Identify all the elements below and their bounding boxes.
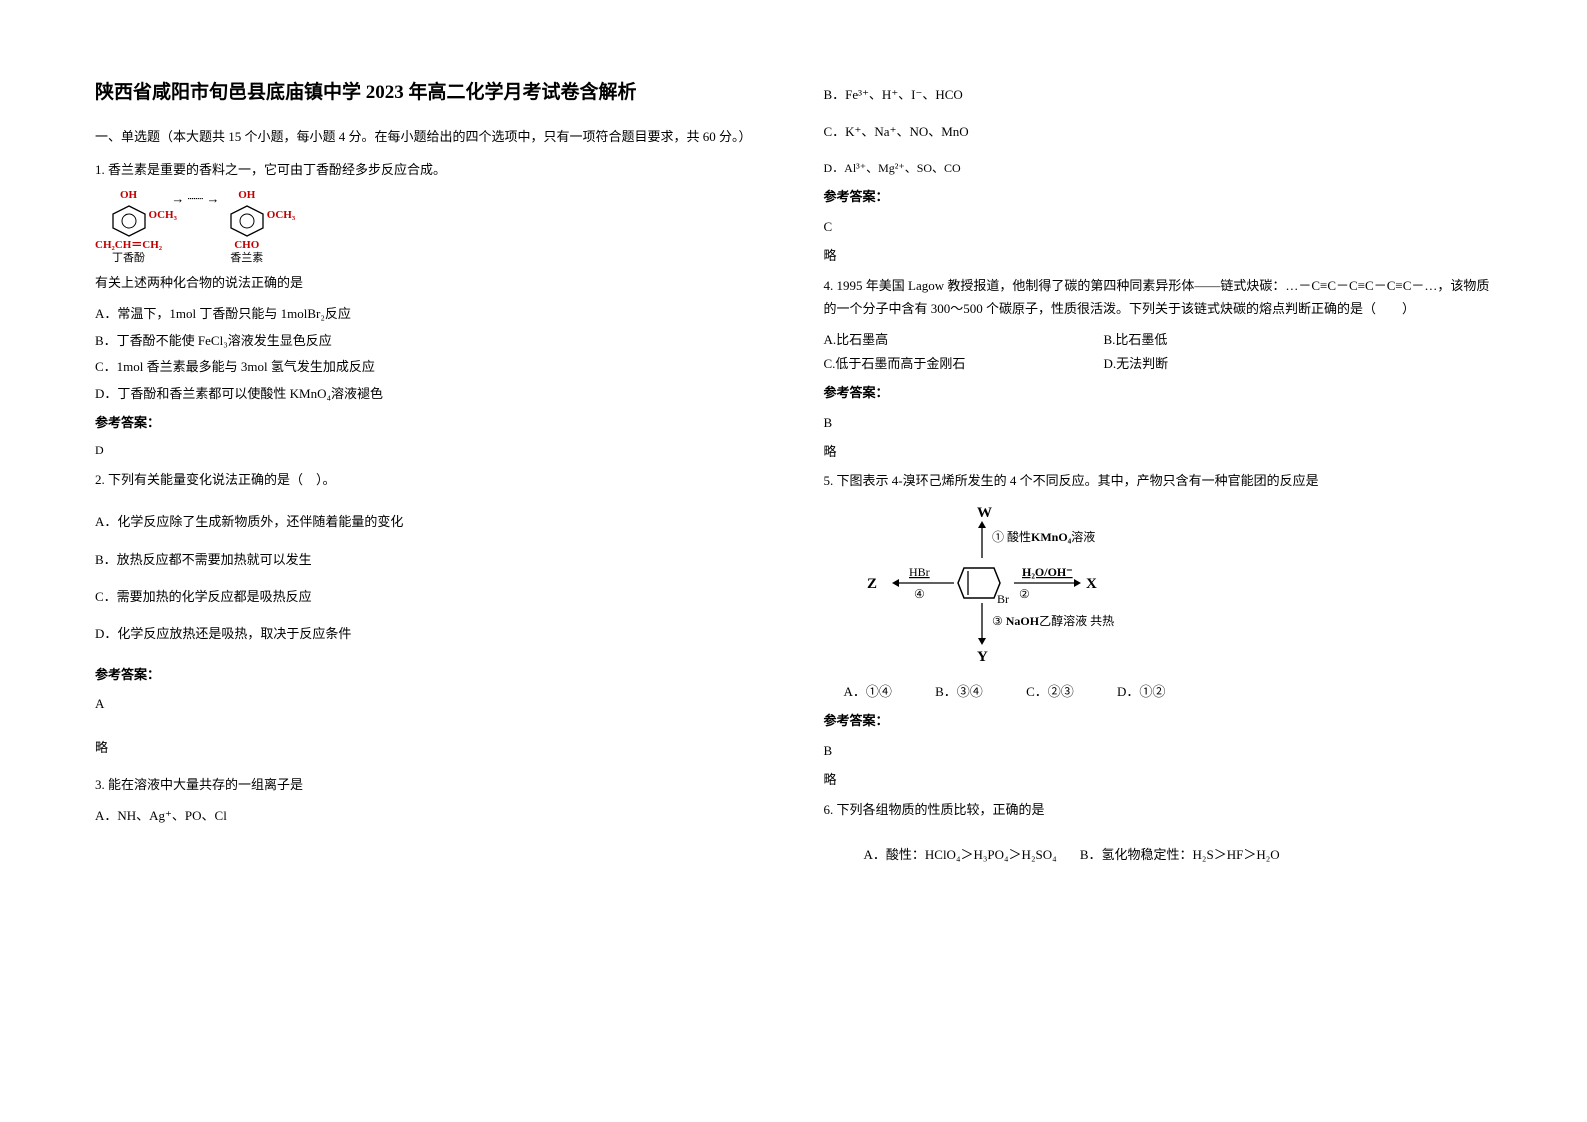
q1-diagram: OH OCH₃ CH₂CH＝CH₂ 丁香酚 → ┈┈ → OH OCH₃ C (95, 189, 764, 265)
page-title: 陕西省咸阳市旬邑县底庙镇中学 2023 年高二化学月考试卷含解析 (95, 80, 764, 107)
q1-post: 有关上述两种化合物的说法正确的是 (95, 271, 764, 294)
q5-chart: W ① 酸性KMnO₄溶液 Br Z HBr ④ X H₂O/OH⁻ ② Y ③… (864, 503, 1493, 670)
q1-left-bottom: CH₂CH＝CH₂ (95, 239, 162, 252)
q1-right-ring: OCH₃ (229, 205, 265, 237)
q5-top-label: ① 酸性KMnO₄溶液 (992, 529, 1095, 544)
q2-opt-a: A．化学反应除了生成新物质外，还伴随着能量的变化 (95, 510, 764, 533)
q1-ans-label: 参考答案： (95, 411, 764, 434)
q5-x: X (1086, 576, 1097, 592)
q1-opt-d: D．丁香酚和香兰素都可以使酸性 KMnO₄溶液褪色 (95, 382, 764, 405)
q1-opt-c: C．1mol 香兰素最多能与 3mol 氢气发生加成反应 (95, 355, 764, 378)
q2-opt-b: B．放热反应都不需要加热就可以发生 (95, 548, 764, 571)
q1-ans: D (95, 440, 764, 462)
section-text: 一、单选题（本大题共 15 个小题，每小题 4 分。在每小题给出的四个选项中，只… (95, 129, 752, 144)
q4-opt-a: A.比石墨高 (824, 328, 1104, 351)
q3-ans-label: 参考答案： (824, 185, 1493, 208)
q1-left-oh: OH (95, 189, 162, 202)
q5-z: Z (867, 576, 877, 592)
q5-opt-c: C．②③ (1026, 680, 1074, 703)
section-header: 一、单选题（本大题共 15 个小题，每小题 4 分。在每小题给出的四个选项中，只… (95, 125, 764, 148)
q4-opt-c: C.低于石墨而高于金刚石 (824, 352, 1104, 375)
q3-omit: 略 (824, 244, 1493, 267)
q2-opt-c: C．需要加热的化学反应都是吸热反应 (95, 585, 764, 608)
q5-omit: 略 (824, 768, 1493, 791)
q2-opt-d: D．化学反应放热还是吸热，取决于反应条件 (95, 622, 764, 645)
q6-opt-b: B．氢化物稳定性：H₂S＞HF＞H₂O (1080, 843, 1280, 866)
q2-ans-label: 参考答案： (95, 663, 764, 686)
q5-ans-label: 参考答案： (824, 709, 1493, 732)
q4-row2: C.低于石墨而高于金刚石 D.无法判断 (824, 352, 1493, 375)
q5-opt-d: D．①② (1117, 680, 1165, 703)
q1-mol-left: OH OCH₃ CH₂CH＝CH₂ 丁香酚 (95, 189, 162, 265)
q6-opts: A．酸性：HClO₄＞H₃PO₄＞H₂SO₄ B．氢化物稳定性：H₂S＞HF＞H… (824, 843, 1493, 866)
q1-right-och3: OCH₃ (267, 209, 295, 222)
q1-opt-a: A．常温下，1mol 丁香酚只能与 1molBr₂反应 (95, 302, 764, 325)
q4-opt-b: B.比石墨低 (1104, 328, 1168, 351)
q1-right-name: 香兰素 (229, 252, 265, 265)
q2-omit: 略 (95, 736, 764, 759)
q5-left-num: ④ (914, 587, 925, 601)
q5-left-label: HBr (909, 565, 930, 579)
q2-stem: 2. 下列有关能量变化说法正确的是（ ）。 (95, 468, 764, 491)
q5-ans: B (824, 739, 1493, 762)
q6-stem: 6. 下列各组物质的性质比较，正确的是 (824, 798, 1493, 821)
q3-opt-d: D．Al³⁺、Mg²⁺、SO、CO (824, 158, 1493, 180)
q1-left-name: 丁香酚 (95, 252, 162, 265)
q3-opt-c: C．K⁺、Na⁺、NO、MnO (824, 120, 1493, 143)
q5-br: Br (997, 592, 1009, 606)
q5-y: Y (977, 649, 988, 663)
q3-stem: 3. 能在溶液中大量共存的一组离子是 (95, 773, 764, 796)
q5-bottom-label: ③ NaOH乙醇溶液 共热 (992, 613, 1114, 628)
q5-w: W (977, 505, 992, 521)
q1-mol-right: OH OCH₃ CHO 香兰素 (229, 189, 265, 265)
q1-stem: 1. 香兰素是重要的香料之一，它可由丁香酚经多步反应合成。 (95, 158, 764, 181)
q1-right-bottom: CHO (229, 239, 265, 252)
q1-left-ring: OCH₃ (111, 205, 147, 237)
q4-stem: 4. 1995 年美国 Lagow 教授报道，他制得了碳的第四种同素异形体——链… (824, 274, 1493, 321)
q1-opt-b: B．丁香酚不能使 FeCl₃溶液发生显色反应 (95, 329, 764, 352)
q1-left-och3: OCH₃ (149, 209, 177, 222)
q3-opt-a: A．NH、Ag⁺、PO、Cl (95, 804, 764, 827)
q5-opt-b: B．③④ (935, 680, 983, 703)
q1-right-oh: OH (229, 189, 265, 202)
q6-opt-a: A．酸性：HClO₄＞H₃PO₄＞H₂SO₄ (864, 843, 1057, 866)
q5-right-num: ② (1019, 587, 1030, 601)
q5-right-label: H₂O/OH⁻ (1022, 565, 1073, 579)
q2-ans: A (95, 692, 764, 715)
q3-ans: C (824, 215, 1493, 238)
q4-opt-d: D.无法判断 (1104, 352, 1169, 375)
arrow-icon: → ┈┈ → (165, 191, 225, 207)
q4-ans-label: 参考答案： (824, 381, 1493, 404)
q5-opts: A．①④ B．③④ C．②③ D．①② (824, 680, 1493, 703)
q5-stem: 5. 下图表示 4-溴环己烯所发生的 4 个不同反应。其中，产物只含有一种官能团… (824, 469, 1493, 492)
q4-ans: B (824, 411, 1493, 434)
q4-omit: 略 (824, 440, 1493, 463)
q3-opt-b: B．Fe³⁺、H⁺、I⁻、HCO (824, 83, 1493, 106)
q4-row1: A.比石墨高 B.比石墨低 (824, 328, 1493, 351)
q5-opt-a: A．①④ (844, 680, 892, 703)
